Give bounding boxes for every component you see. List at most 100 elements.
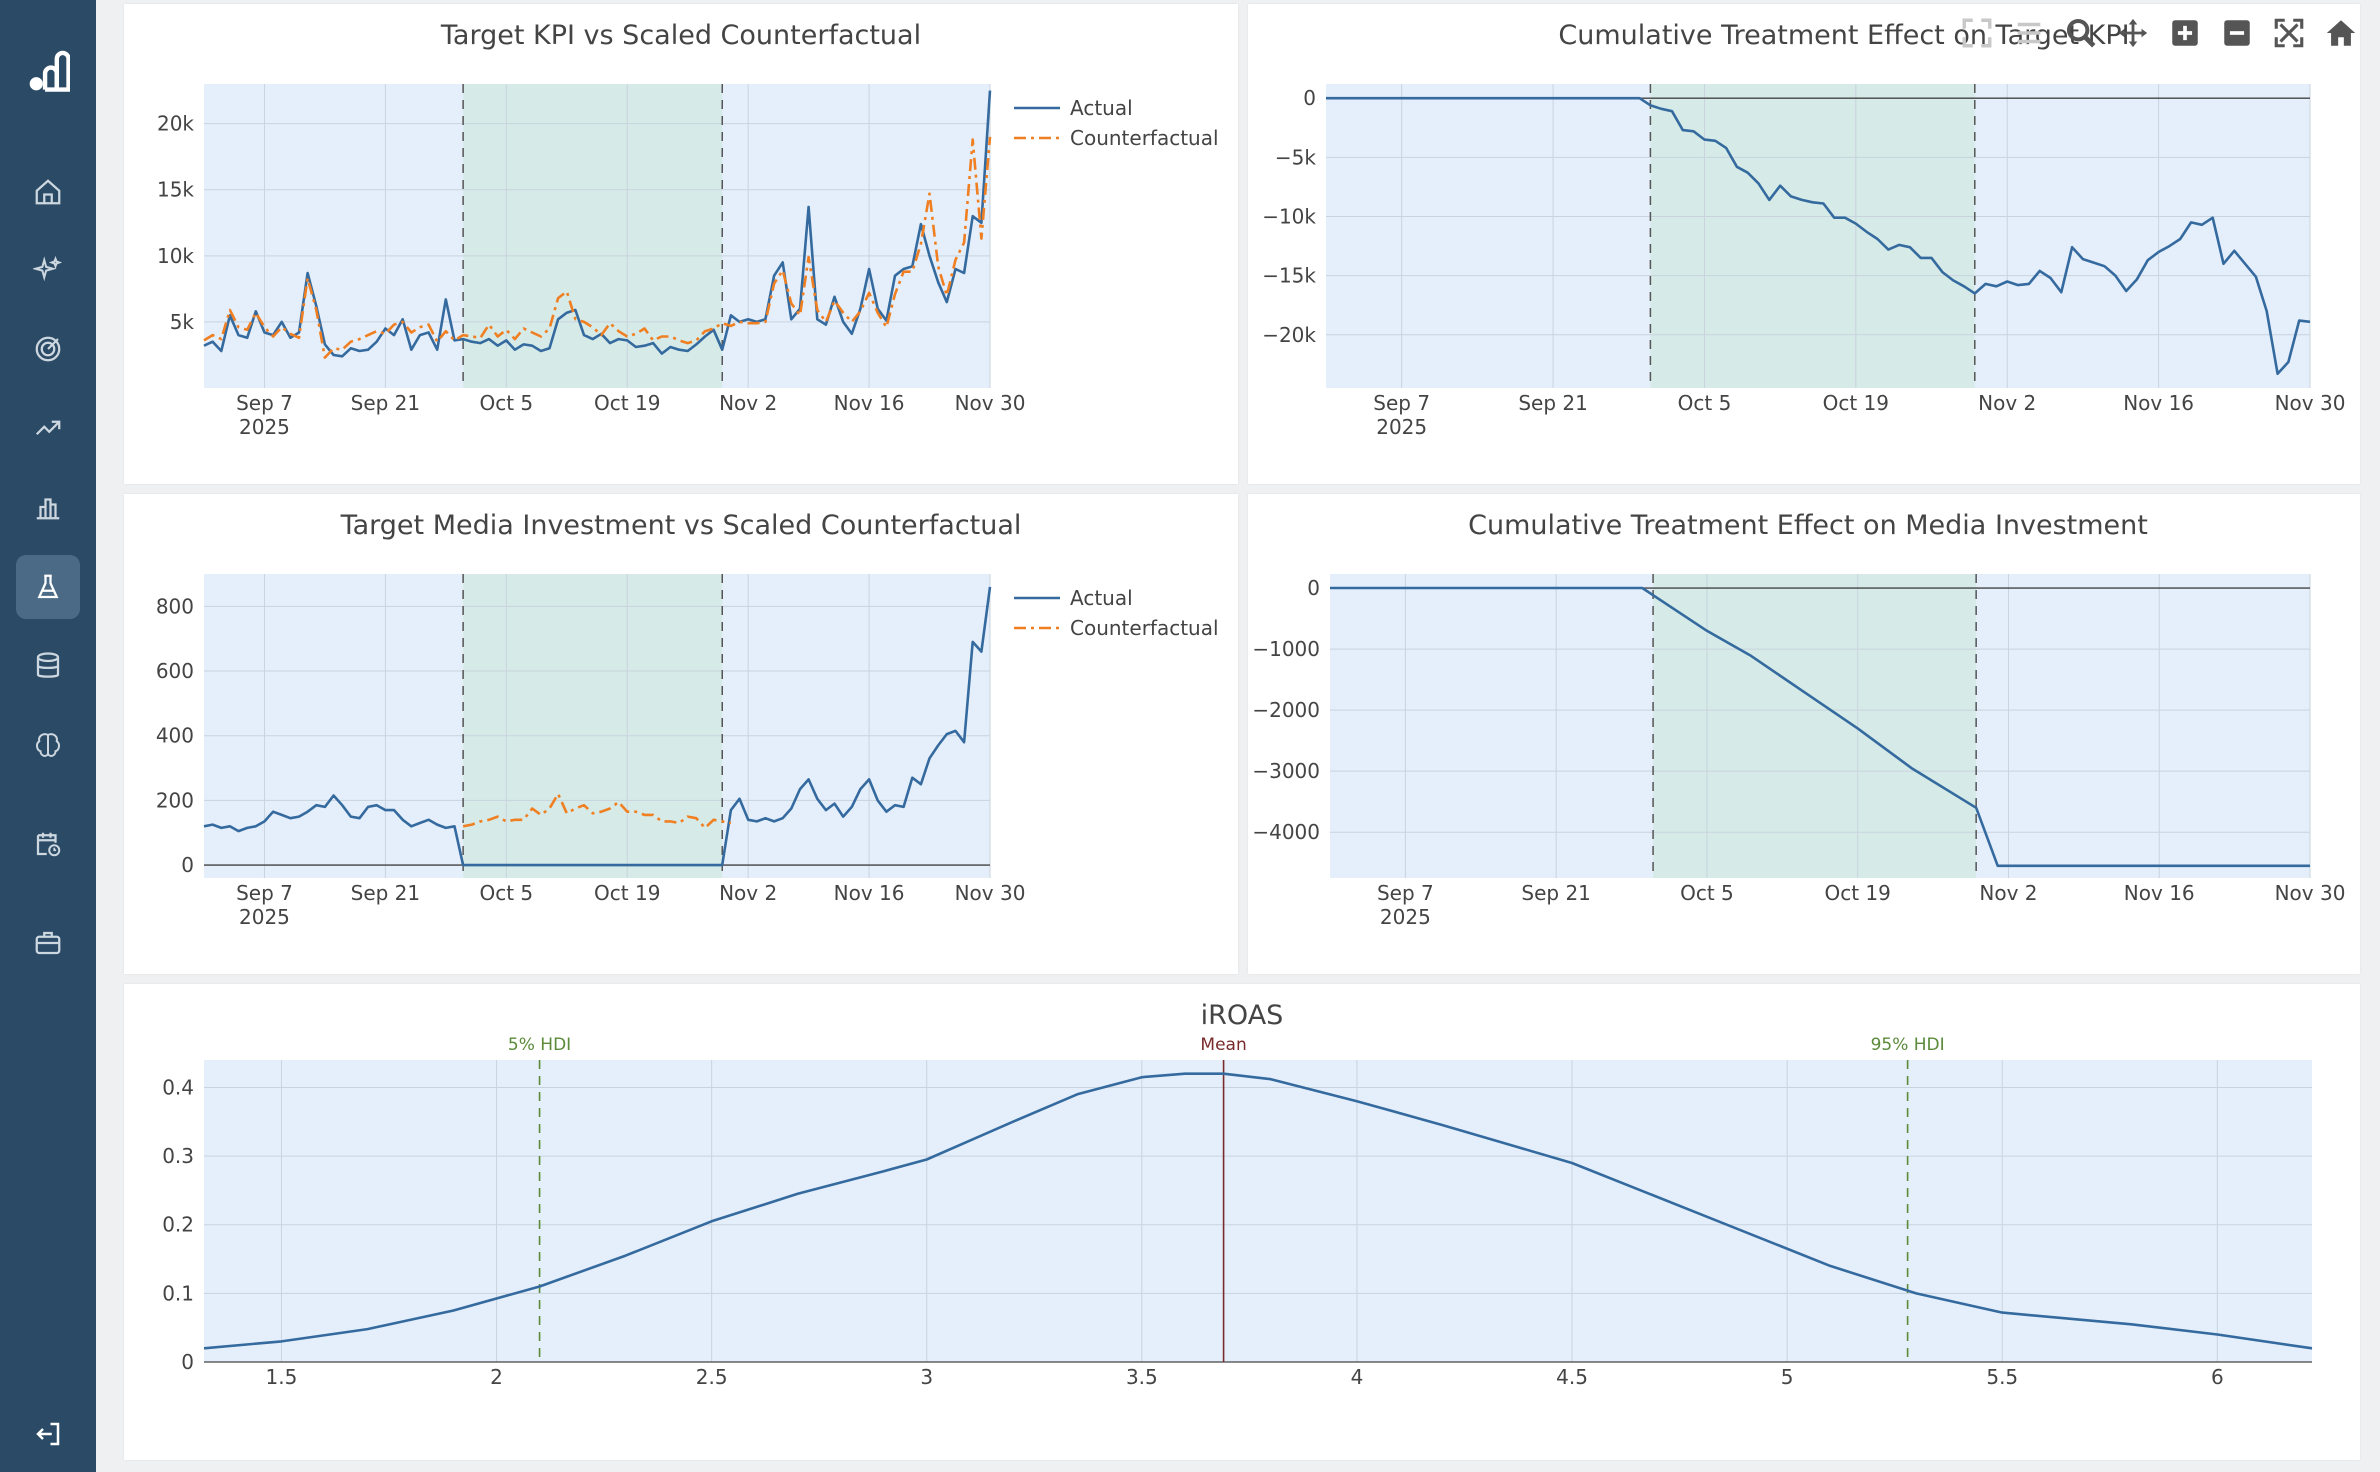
y-tick-label: 20k xyxy=(157,112,194,136)
y-tick-label: −3000 xyxy=(1252,759,1320,783)
menu-button[interactable] xyxy=(2007,11,2051,55)
brain-icon xyxy=(36,733,60,757)
chart-title: Target KPI vs Scaled Counterfactual xyxy=(440,20,921,51)
plot-area[interactable] xyxy=(204,1060,2312,1362)
autoscale-icon xyxy=(2274,18,2304,48)
x-tick-label: 4.5 xyxy=(1556,1365,1588,1389)
y-tick-label: 0.3 xyxy=(162,1144,194,1168)
x-tick-label: Nov 2 xyxy=(1979,881,2037,905)
zoom-out-button[interactable] xyxy=(2215,11,2259,55)
database-icon xyxy=(36,652,60,678)
x-tick-label: Sep 21 xyxy=(351,881,421,905)
y-tick-label: 0.4 xyxy=(162,1075,194,1099)
x-tick-label: Oct 5 xyxy=(479,391,533,415)
chart-media_cum[interactable]: Cumulative Treatment Effect on Media Inv… xyxy=(1248,494,2360,974)
nav-data[interactable] xyxy=(16,634,80,698)
y-tick-label: 600 xyxy=(156,659,194,683)
legend-item[interactable]: Actual xyxy=(1070,586,1133,610)
x-tick-year: 2025 xyxy=(239,415,290,439)
legend-item[interactable]: Counterfactual xyxy=(1070,616,1219,640)
autoscale-button[interactable] xyxy=(2267,11,2311,55)
nav-models[interactable] xyxy=(16,713,80,777)
pan-icon xyxy=(2118,18,2148,48)
series-line-actual[interactable] xyxy=(1326,96,2311,376)
legend-item[interactable]: Counterfactual xyxy=(1070,126,1219,150)
reset-axes-button[interactable] xyxy=(2319,11,2363,55)
chart-title: Target Media Investment vs Scaled Counte… xyxy=(340,510,1022,541)
y-tick-label: 15k xyxy=(157,178,194,202)
treatment-window xyxy=(463,574,723,878)
y-tick-label: −2000 xyxy=(1252,698,1320,722)
nav-targets[interactable] xyxy=(16,317,80,381)
y-tick-label: 0 xyxy=(181,1350,194,1374)
nav-experiments[interactable] xyxy=(16,555,80,619)
home-icon xyxy=(35,179,61,205)
y-tick-label: −20k xyxy=(1262,323,1316,347)
x-tick-label: Nov 16 xyxy=(2124,881,2195,905)
chart-kpi_cum[interactable]: Cumulative Treatment Effect on Target KP… xyxy=(1248,4,2360,484)
y-tick-label: 5k xyxy=(170,310,195,334)
nav-charts[interactable] xyxy=(16,475,80,539)
nav-projects[interactable] xyxy=(16,911,80,975)
x-tick-label: Sep 7 xyxy=(1373,391,1430,415)
logout-icon xyxy=(36,1422,60,1446)
sidebar xyxy=(0,0,96,1472)
fullscreen-button[interactable] xyxy=(1955,11,1999,55)
nav-schedule[interactable] xyxy=(16,812,80,876)
y-tick-label: 0.1 xyxy=(162,1281,194,1305)
x-tick-label: Nov 30 xyxy=(955,391,1026,415)
x-tick-label: 2.5 xyxy=(696,1365,728,1389)
nav-trends[interactable] xyxy=(16,396,80,460)
y-tick-label: −5k xyxy=(1275,145,1316,169)
x-tick-label: Oct 5 xyxy=(1678,391,1732,415)
x-tick-label: 1.5 xyxy=(266,1365,298,1389)
pan-button[interactable] xyxy=(2111,11,2155,55)
annotation-label: 95% HDI xyxy=(1871,1035,1945,1055)
chart-iroas[interactable]: iROAS 1.5 2 2.5 3 3.5 4 4.5 5 5.5 6 0 0.1 0.2 0.3 0.4 5%… xyxy=(124,984,2360,1460)
logout-button[interactable] xyxy=(16,1402,80,1466)
x-tick-label: Nov 16 xyxy=(2123,391,2194,415)
x-tick-label: 3 xyxy=(920,1365,933,1389)
sparkles-icon xyxy=(33,255,63,282)
y-tick-label: 400 xyxy=(156,724,194,748)
x-tick-label: Sep 21 xyxy=(351,391,421,415)
chart-media[interactable]: Target Media Investment vs Scaled Counte… xyxy=(124,494,1238,974)
y-tick-label: −4000 xyxy=(1252,820,1320,844)
chart-modebar xyxy=(1955,10,2363,56)
x-tick-label: 2 xyxy=(490,1365,503,1389)
x-tick-year: 2025 xyxy=(1380,905,1431,929)
fullscreen-icon xyxy=(1962,18,1992,48)
nav-insights[interactable] xyxy=(16,238,80,302)
chart-title: iROAS xyxy=(1201,1000,1284,1031)
logo-icon[interactable] xyxy=(16,40,80,104)
y-tick-label: −1000 xyxy=(1252,637,1320,661)
reset-axes-icon xyxy=(2326,20,2356,46)
legend-item[interactable]: Actual xyxy=(1070,96,1133,120)
series-line-density[interactable] xyxy=(203,1072,2313,1350)
x-tick-label: Sep 7 xyxy=(236,391,293,415)
nav-home[interactable] xyxy=(16,160,80,224)
chart-kpi[interactable]: Target KPI vs Scaled Counterfactual Sep 7… xyxy=(124,4,1238,484)
y-tick-label: 0 xyxy=(1307,576,1320,600)
series-line-counterfactual[interactable] xyxy=(203,136,992,359)
series-line-actual[interactable] xyxy=(203,586,992,867)
x-tick-label: Nov 2 xyxy=(719,391,777,415)
y-tick-label: −10k xyxy=(1262,204,1316,228)
series-line-actual[interactable] xyxy=(1330,586,2310,868)
y-tick-label: 10k xyxy=(157,244,194,268)
x-tick-label: Oct 5 xyxy=(479,881,533,905)
chart-panel-kpi-cumulative: Cumulative Treatment Effect on Target KP… xyxy=(1248,4,2360,484)
zoom-in-button[interactable] xyxy=(2163,11,2207,55)
y-tick-label: 0.2 xyxy=(162,1213,194,1237)
x-tick-label: Sep 21 xyxy=(1521,881,1591,905)
x-tick-label: 5.5 xyxy=(1986,1365,2018,1389)
annotation-label: Mean xyxy=(1200,1035,1246,1055)
x-tick-label: Nov 2 xyxy=(1978,391,2036,415)
annotation-label: 5% HDI xyxy=(508,1035,571,1055)
x-tick-year: 2025 xyxy=(1376,415,1427,439)
zoom-in-icon xyxy=(2172,20,2198,46)
chart-panel-media: Target Media Investment vs Scaled Counte… xyxy=(124,494,1238,974)
x-tick-label: Nov 30 xyxy=(955,881,1026,905)
zoom-button[interactable] xyxy=(2059,11,2103,55)
x-tick-label: Oct 19 xyxy=(594,391,660,415)
